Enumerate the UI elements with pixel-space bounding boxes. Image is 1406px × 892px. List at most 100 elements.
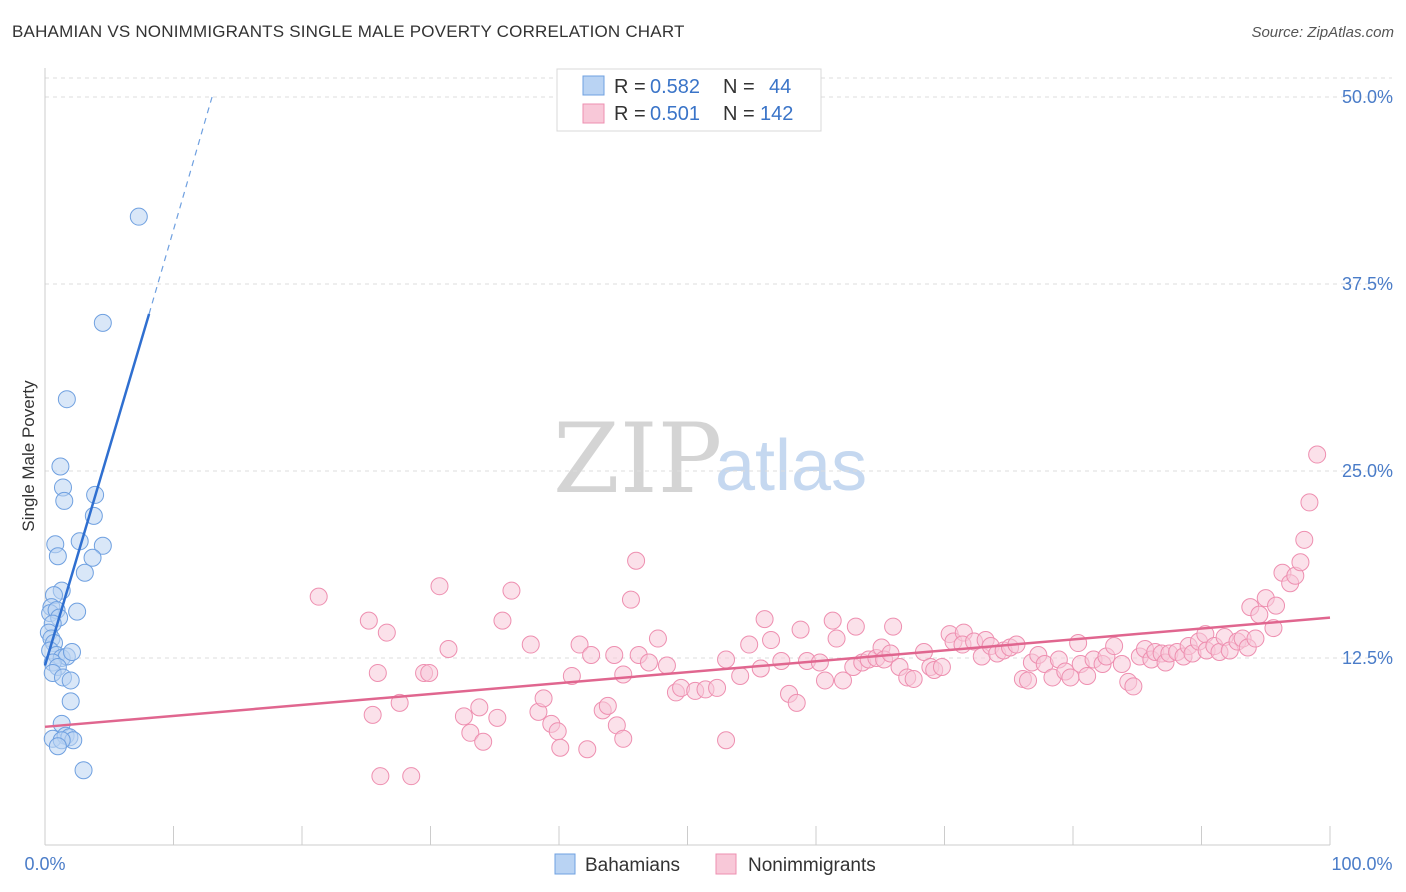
bahamians-point bbox=[68, 602, 87, 621]
nonimmigrants-point bbox=[621, 590, 640, 609]
legend-swatch-bahamians bbox=[582, 75, 605, 96]
gridlines bbox=[45, 77, 1392, 659]
nonimmigrants-point bbox=[1300, 493, 1319, 512]
nonimmigrants-point bbox=[598, 696, 617, 715]
nonimmigrants-point bbox=[740, 635, 759, 654]
nonimmigrants-point bbox=[755, 610, 774, 629]
nonimmigrants-point bbox=[1291, 553, 1310, 572]
bahamians-point bbox=[75, 563, 94, 582]
nonimmigrants-point bbox=[1112, 654, 1131, 673]
nonimmigrants-point bbox=[402, 767, 421, 786]
legend-r-value-1: 0.582 bbox=[650, 76, 700, 98]
bottom-legend-label-bahamians: Bahamians bbox=[585, 855, 680, 876]
y-axis-label: Single Male Poverty bbox=[19, 380, 38, 532]
y-tick-labels: 12.5% 25.0% 37.5% 50.0% bbox=[1342, 87, 1393, 668]
bahamians-point bbox=[83, 548, 102, 567]
nonimmigrants-point bbox=[363, 705, 382, 724]
legend-n-value-1: 44 bbox=[769, 76, 791, 98]
trend-lines bbox=[43, 96, 1331, 729]
legend-n-label-1: N = bbox=[723, 76, 755, 98]
nonimmigrants-point bbox=[605, 646, 624, 665]
bahamians-points bbox=[39, 207, 148, 780]
nonimmigrants-point bbox=[627, 551, 646, 570]
nonimmigrants-point bbox=[534, 689, 553, 708]
chart-title: BAHAMIAN VS NONIMMIGRANTS SINGLE MALE PO… bbox=[12, 22, 685, 41]
nonimmigrants-point bbox=[1069, 634, 1088, 653]
nonimmigrants-point bbox=[521, 635, 540, 654]
bahamians-point bbox=[62, 643, 81, 662]
watermark-zip: ZIP bbox=[553, 403, 722, 515]
legend-r-label-1: R = bbox=[614, 76, 646, 98]
nonimmigrants-point bbox=[1267, 596, 1286, 615]
nonimmigrants-point bbox=[787, 693, 806, 712]
y-tick-label: 37.5% bbox=[1342, 274, 1393, 294]
nonimmigrants-point bbox=[614, 729, 633, 748]
bottom-legend-swatch-nonimmigrants bbox=[715, 853, 737, 875]
nonimmigrants-point bbox=[439, 640, 458, 659]
nonimmigrants-point bbox=[884, 617, 903, 636]
y-tick-label: 50.0% bbox=[1342, 87, 1393, 107]
correlation-legend: R = 0.582 N = 44 R = 0.501 N = 142 bbox=[556, 68, 822, 132]
bahamians-point bbox=[129, 207, 148, 226]
nonimmigrants-point bbox=[551, 738, 570, 757]
legend-swatch-nonimmigrants bbox=[582, 103, 605, 124]
nonimmigrants-point bbox=[474, 732, 493, 751]
nonimmigrants-point bbox=[461, 723, 480, 742]
nonimmigrants-point bbox=[548, 722, 567, 741]
bahamians-trend-line bbox=[43, 313, 151, 666]
nonimmigrants-point bbox=[762, 631, 781, 650]
nonimmigrants-point bbox=[1124, 677, 1143, 696]
nonimmigrants-point bbox=[717, 731, 736, 750]
nonimmigrants-point bbox=[1295, 530, 1314, 549]
nonimmigrants-point bbox=[309, 587, 328, 606]
bahamians-point bbox=[48, 547, 67, 566]
bahamians-point bbox=[61, 692, 80, 711]
nonimmigrants-point bbox=[932, 657, 951, 676]
y-tick-label: 25.0% bbox=[1342, 461, 1393, 481]
nonimmigrants-point bbox=[420, 663, 439, 682]
nonimmigrants-point bbox=[570, 635, 589, 654]
bahamians-point bbox=[61, 671, 80, 690]
bahamians-point bbox=[48, 737, 67, 756]
nonimmigrants-trend-line bbox=[44, 616, 1331, 729]
legend-n-label-2: N = bbox=[723, 103, 755, 125]
nonimmigrants-point bbox=[430, 577, 449, 596]
nonimmigrants-point bbox=[390, 693, 409, 712]
bahamians-point bbox=[93, 313, 112, 332]
nonimmigrants-point bbox=[1019, 671, 1038, 690]
legend-r-label-2: R = bbox=[614, 103, 646, 125]
nonimmigrants-point bbox=[833, 671, 852, 690]
nonimmigrants-point bbox=[470, 698, 489, 717]
nonimmigrants-point bbox=[815, 671, 834, 690]
nonimmigrants-point bbox=[377, 623, 396, 642]
y-tick-label: 12.5% bbox=[1342, 648, 1393, 668]
nonimmigrants-points bbox=[309, 445, 1327, 786]
nonimmigrants-point bbox=[823, 611, 842, 630]
nonimmigrants-point bbox=[708, 678, 727, 697]
nonimmigrants-point bbox=[846, 617, 865, 636]
nonimmigrants-point bbox=[751, 659, 770, 678]
nonimmigrants-point bbox=[791, 620, 810, 639]
series-legend: Bahamians Nonimmigrants bbox=[554, 853, 876, 876]
nonimmigrants-point bbox=[502, 581, 521, 600]
bottom-legend-label-nonimmigrants: Nonimmigrants bbox=[748, 855, 876, 876]
nonimmigrants-point bbox=[1105, 637, 1124, 656]
nonimmigrants-point bbox=[731, 666, 750, 685]
nonimmigrants-point bbox=[1246, 629, 1265, 648]
x-ticks bbox=[44, 826, 1331, 845]
legend-n-value-2: 142 bbox=[760, 103, 793, 125]
legend-r-value-2: 0.501 bbox=[650, 103, 700, 125]
nonimmigrants-point bbox=[614, 665, 633, 684]
bahamians-trend-extension bbox=[148, 96, 213, 315]
nonimmigrants-point bbox=[359, 611, 378, 630]
nonimmigrants-point bbox=[493, 611, 512, 630]
nonimmigrants-point bbox=[368, 663, 387, 682]
source-credit: Source: ZipAtlas.com bbox=[1251, 24, 1394, 41]
nonimmigrants-point bbox=[827, 629, 846, 648]
nonimmigrants-point bbox=[657, 656, 676, 675]
nonimmigrants-point bbox=[562, 666, 581, 685]
watermark-atlas: atlas bbox=[715, 426, 867, 506]
nonimmigrants-point bbox=[648, 629, 667, 648]
bahamians-point bbox=[57, 390, 76, 409]
